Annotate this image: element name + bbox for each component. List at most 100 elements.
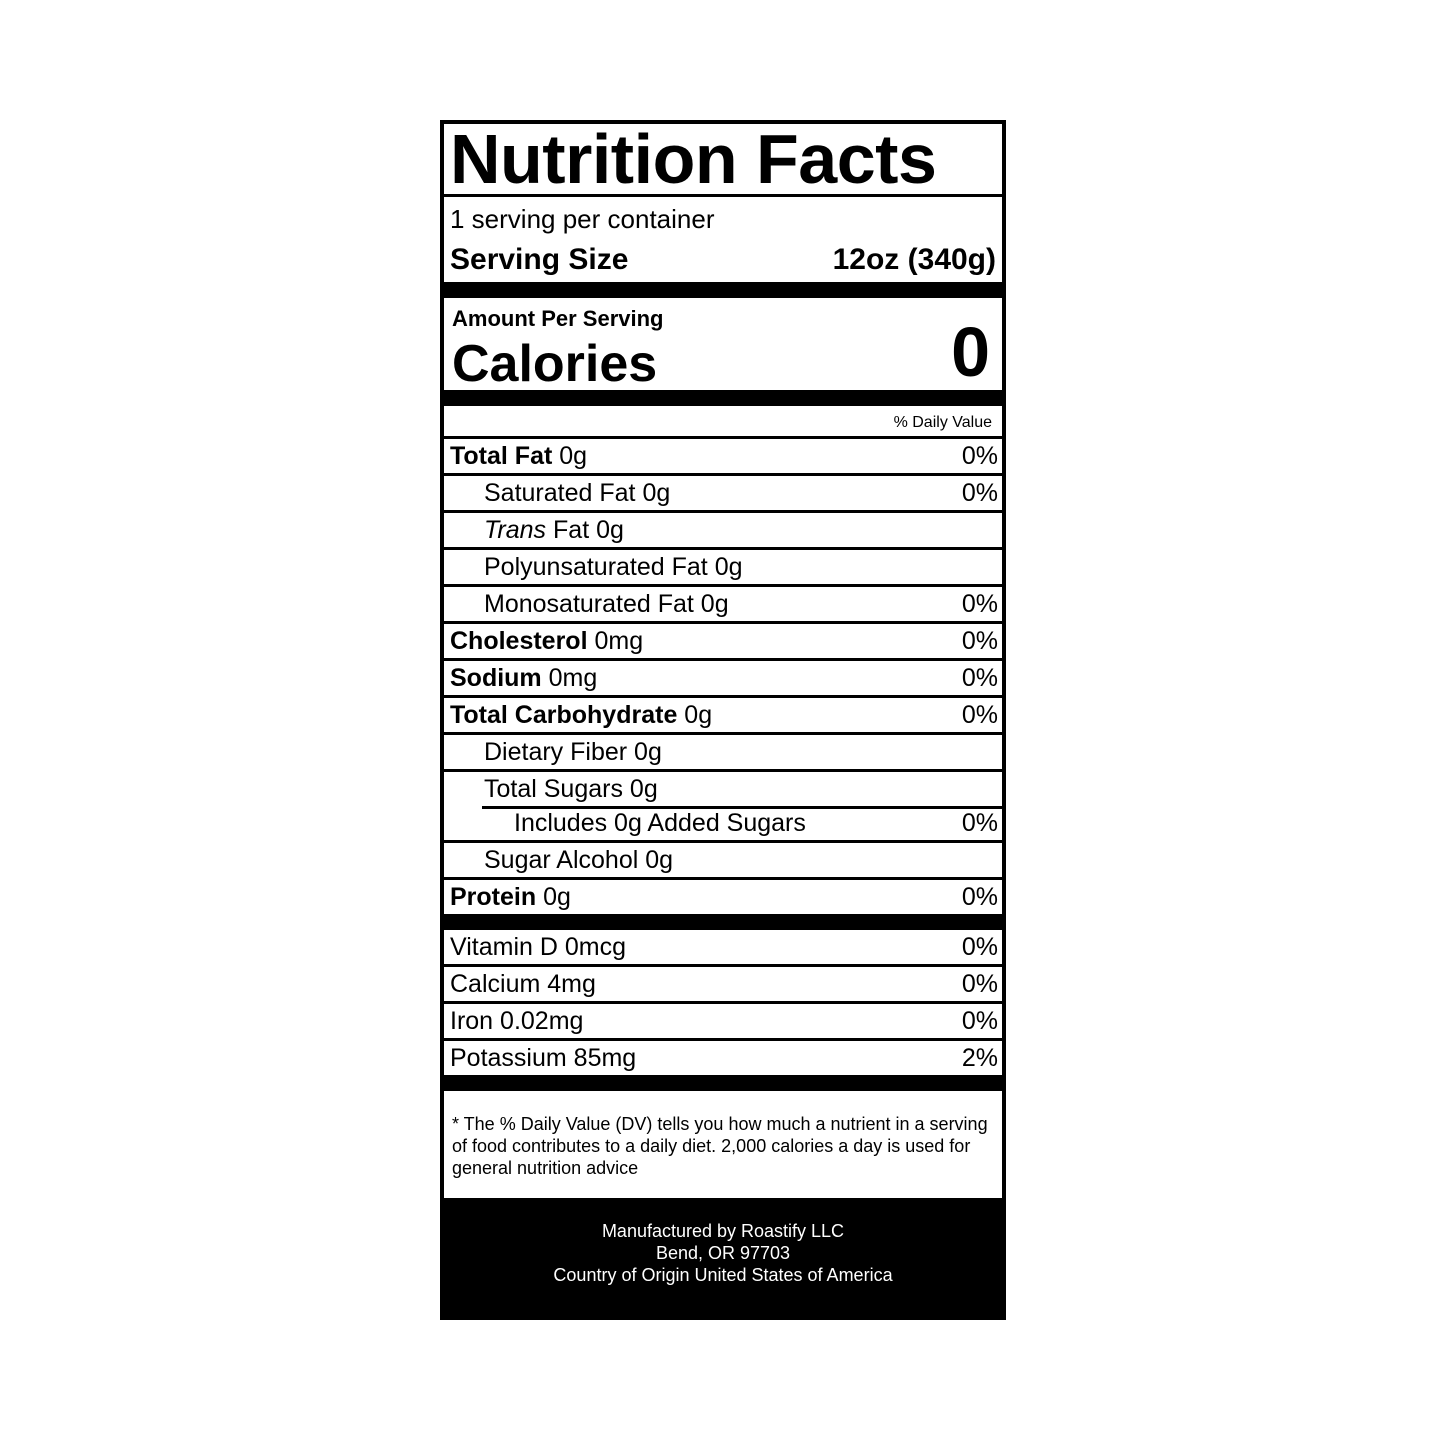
nutrient-amount: 0g	[629, 774, 658, 803]
calories-label: Calories	[452, 335, 658, 393]
nutrient-row: Trans Fat 0g	[444, 510, 1002, 547]
nutrient-name: Sugar Alcohol	[484, 845, 639, 874]
daily-value: 0%	[961, 808, 998, 837]
nutrient-label: Vitamin D 0mcg	[450, 933, 962, 962]
nutrient-name: Potassium	[450, 1043, 567, 1072]
nutrient-row: Total Fat 0g 0%	[444, 436, 1002, 473]
nutrient-row: Sugar Alcohol 0g	[444, 840, 1002, 877]
daily-value: 0%	[961, 969, 998, 998]
manufacturer-line: Country of Origin United States of Ameri…	[553, 1265, 893, 1285]
nutrient-row: Polyunsaturated Fat 0g	[444, 547, 1002, 584]
nutrient-name: Total Carbohydrate	[450, 700, 678, 729]
nutrient-label: Total Carbohydrate 0g	[450, 701, 962, 730]
nutrient-label: Polyunsaturated Fat 0g	[484, 553, 1002, 582]
nutrient-name: Calcium	[450, 969, 541, 998]
nutrient-row: Dietary Fiber 0g	[444, 732, 1002, 769]
nutrient-amount: 85mg	[573, 1043, 637, 1072]
serving-size-value: 12oz (340g)	[832, 242, 996, 276]
nutrient-label: Dietary Fiber 0g	[484, 738, 1002, 767]
nutrient-label: Saturated Fat 0g	[484, 479, 962, 508]
daily-value: 0%	[961, 663, 998, 692]
nutrient-label: Sugar Alcohol 0g	[484, 846, 1002, 875]
nutrient-row: Includes 0g Added Sugars 0%	[444, 806, 1002, 840]
daily-value: 0%	[961, 700, 998, 729]
nutrient-amount: 0g	[559, 441, 588, 470]
daily-value: 0%	[961, 441, 998, 470]
manufacturer-line: Manufactured by Roastify LLC	[601, 1221, 845, 1241]
nutrient-label: Trans Fat 0g	[484, 516, 1002, 545]
footnote: * The % Daily Value (DV) tells you how m…	[452, 1114, 988, 1178]
nutrient-amount: 0g	[642, 478, 671, 507]
nutrient-label: Calcium 4mg	[450, 970, 962, 999]
nutrient-row: Total Carbohydrate 0g 0%	[444, 695, 1002, 732]
nutrient-name: Saturated Fat	[484, 478, 636, 507]
nutrient-label: Monosaturated Fat 0g	[484, 590, 962, 619]
divider	[444, 390, 1002, 406]
nutrient-row: Saturated Fat 0g 0%	[444, 473, 1002, 510]
vitamins: Vitamin D 0mcg 0% Calcium 4mg 0% Iron 0.02mg…	[444, 927, 1002, 1075]
nutrient-label: Includes 0g Added Sugars	[514, 809, 962, 838]
daily-value: 0%	[961, 626, 998, 655]
nutrient-row: Calcium 4mg 0%	[444, 964, 1002, 1001]
nutrient-row: Potassium 85mg 2%	[444, 1038, 1002, 1075]
nutrient-amount: 0g	[700, 589, 729, 618]
nutrient-name: Total Fat	[450, 441, 553, 470]
daily-value: 0%	[961, 478, 998, 507]
manufacturer: Manufactured by Roastify LLC Bend, OR 977…	[444, 1198, 1002, 1316]
nutrient-amount: 0g	[634, 737, 662, 766]
daily-value: 0%	[961, 1006, 998, 1035]
nutrient-row: Total Sugars 0g	[444, 769, 1002, 806]
nutrient-label: Iron 0.02mg	[450, 1007, 962, 1036]
nutrient-row: Vitamin D 0mcg 0%	[444, 927, 1002, 964]
daily-value: 0%	[961, 882, 998, 911]
nutrients: Total Fat 0g 0% Saturated Fat 0g 0% Trans Fa…	[444, 436, 1002, 914]
nutrient-name: Cholesterol	[450, 626, 588, 655]
calories: Amount Per Serving Calories 0	[444, 298, 1002, 393]
nutrient-name: Vitamin D	[450, 932, 558, 961]
nutrient-amount: 0mcg	[564, 932, 627, 961]
calories-value: 0	[951, 313, 990, 391]
nutrient-label: Potassium 85mg	[450, 1044, 962, 1073]
nutrient-amount: 0g	[684, 700, 713, 729]
nutrition-label: Nutrition Facts 1 serving per container …	[440, 120, 1006, 1320]
daily-value: 0%	[961, 589, 998, 618]
nutrient-amount: 4mg	[547, 969, 596, 998]
calories-heading: Amount Per Serving	[452, 306, 664, 331]
divider	[444, 1075, 1002, 1091]
nutrient-label: Total Sugars 0g	[484, 775, 1002, 804]
nutrient-amount: 0g	[543, 882, 571, 911]
nutrient-name: Iron	[450, 1006, 494, 1035]
nutrient-name-italic: Trans	[484, 515, 547, 544]
divider	[444, 914, 1002, 930]
title: Nutrition Facts	[444, 124, 1002, 197]
nutrient-row: Iron 0.02mg 0%	[444, 1001, 1002, 1038]
nutrient-label: Total Fat 0g	[450, 442, 962, 471]
nutrient-amount: 0mg	[594, 626, 644, 655]
nutrient-label: Sodium 0mg	[450, 664, 962, 693]
dv-header: % Daily Value	[893, 414, 992, 431]
nutrient-row: Sodium 0mg 0%	[444, 658, 1002, 695]
daily-value: 2%	[961, 1043, 998, 1072]
nutrient-row: Protein 0g 0%	[444, 877, 1002, 914]
nutrient-name: Dietary Fiber	[484, 737, 628, 766]
nutrient-amount: 0g	[714, 552, 743, 581]
nutrient-name: Monosaturated Fat	[484, 589, 694, 618]
manufacturer-line: Bend, OR 97703	[655, 1243, 791, 1263]
nutrient-amount: 0.02mg	[500, 1006, 584, 1035]
serving-size-label: Serving Size	[450, 242, 629, 276]
nutrient-label: Cholesterol 0mg	[450, 627, 962, 656]
nutrient-amount: 0g	[596, 515, 624, 544]
divider	[444, 282, 1002, 298]
daily-value: 0%	[961, 932, 998, 961]
nutrient-amount: 0mg	[548, 663, 598, 692]
nutrient-name: Total Sugars	[484, 774, 623, 803]
nutrient-label: Protein 0g	[450, 883, 962, 912]
nutrient-name: Includes 0g Added Sugars	[514, 808, 806, 837]
nutrient-name: Protein	[450, 882, 537, 911]
servings: 1 serving per container	[450, 204, 715, 234]
nutrient-row: Monosaturated Fat 0g 0%	[444, 584, 1002, 621]
nutrient-amount: 0g	[645, 845, 674, 874]
serving-size: Serving Size 12oz (340g)	[444, 237, 1002, 282]
nutrient-row: Cholesterol 0mg 0%	[444, 621, 1002, 658]
